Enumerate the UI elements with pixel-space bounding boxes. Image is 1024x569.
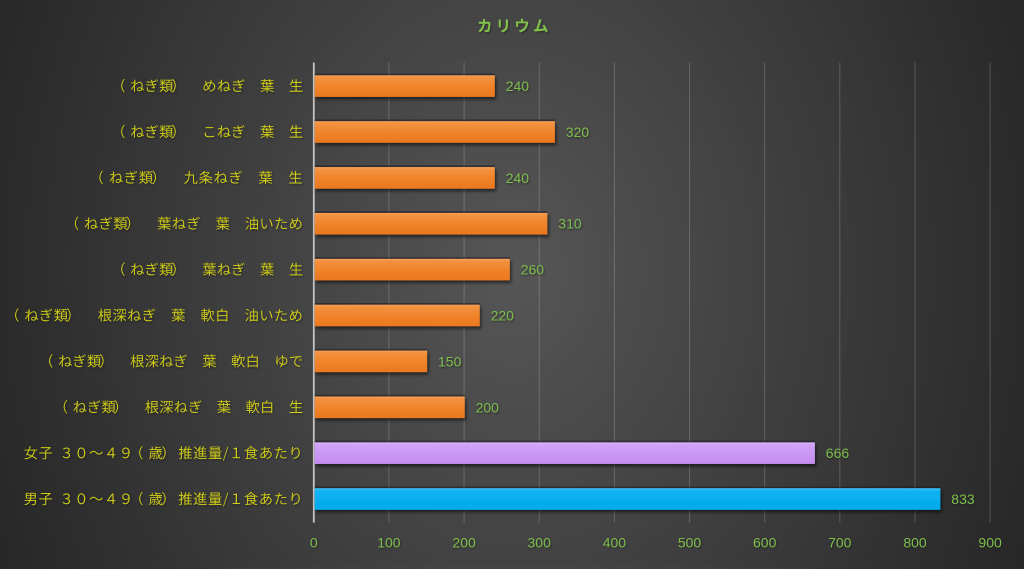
svg-text:500: 500 [678,535,702,551]
svg-text:0: 0 [310,535,318,551]
svg-text:240: 240 [506,78,530,94]
svg-text:150: 150 [438,353,462,369]
svg-text:100: 100 [377,535,401,551]
svg-text:300: 300 [528,535,552,551]
svg-text:310: 310 [558,216,582,232]
svg-text:200: 200 [452,535,476,551]
svg-text:800: 800 [903,535,927,551]
svg-text:900: 900 [978,535,1002,551]
svg-text:833: 833 [951,491,975,507]
svg-text:200: 200 [476,399,500,415]
svg-text:260: 260 [521,262,545,278]
svg-text:400: 400 [603,535,627,551]
svg-text:666: 666 [826,445,850,461]
svg-text:600: 600 [753,535,777,551]
svg-text:320: 320 [566,124,590,140]
svg-text:240: 240 [506,170,530,186]
svg-text:220: 220 [491,308,515,324]
svg-text:700: 700 [828,535,852,551]
